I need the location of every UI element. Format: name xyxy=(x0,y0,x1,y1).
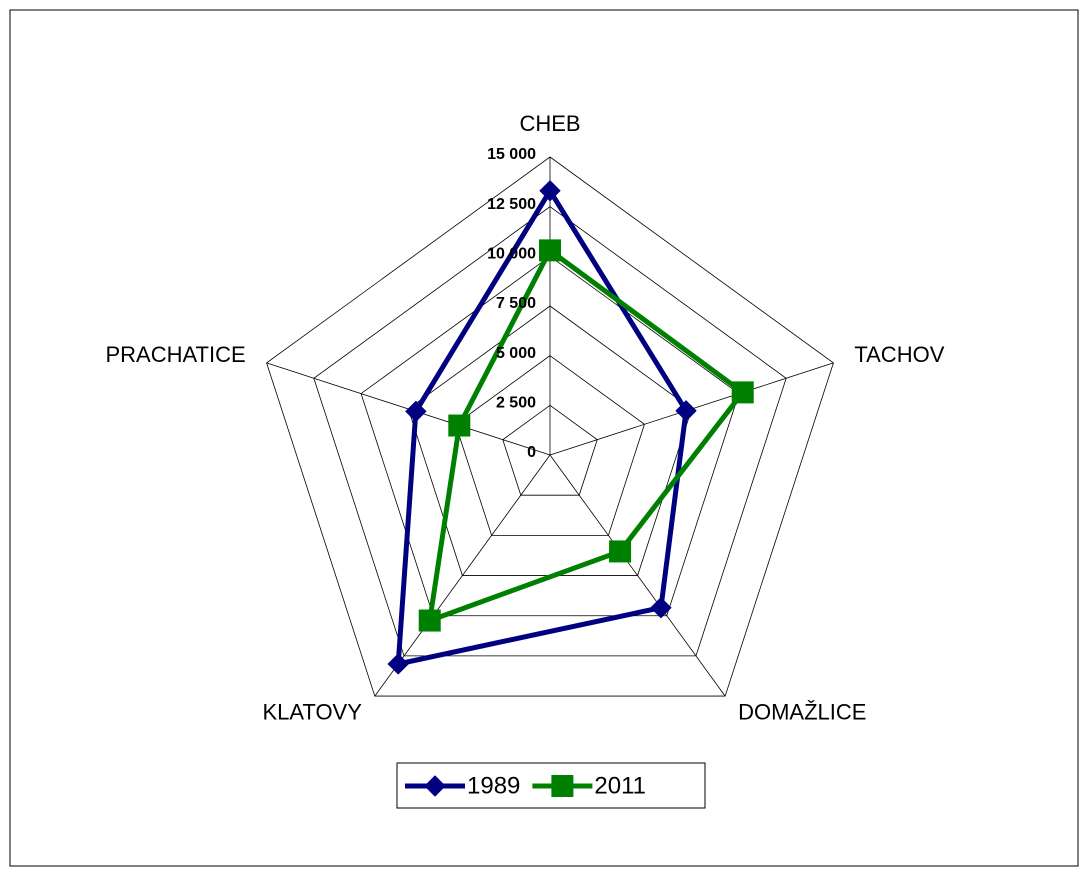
tick-label: 5 000 xyxy=(496,345,536,362)
label-layer: CHEB TACHOV DOMAŽLICE KLATOVY PRACHATICE 0 2 5… xyxy=(105,111,944,725)
data-point xyxy=(387,653,409,675)
category-label: DOMAŽLICE xyxy=(738,700,866,725)
axis-spoke xyxy=(549,454,726,697)
series-line xyxy=(395,185,689,668)
category-label: TACHOV xyxy=(854,342,944,367)
data-point xyxy=(539,239,561,262)
data-point xyxy=(405,400,427,423)
tick-label: 12 500 xyxy=(487,196,536,213)
legend-marker xyxy=(424,775,446,797)
data-point xyxy=(448,414,471,437)
category-label: KLATOVY xyxy=(262,700,362,725)
grid-ring xyxy=(455,355,645,536)
tick-label: 10 000 xyxy=(487,246,536,263)
legend-label: 1989 xyxy=(467,772,520,799)
data-point xyxy=(539,180,561,202)
series-line xyxy=(426,246,747,625)
legend-marker xyxy=(551,775,574,797)
data-point xyxy=(731,381,754,404)
tick-label: 15 000 xyxy=(487,146,536,163)
grid xyxy=(266,156,834,697)
grid-ring xyxy=(502,404,598,496)
category-label: PRACHATICE xyxy=(105,342,245,367)
data-point xyxy=(675,400,697,422)
series-layer xyxy=(387,180,754,675)
grid-ring xyxy=(266,156,834,697)
legend: 1989 2011 xyxy=(405,772,646,799)
tick-label: 0 xyxy=(527,444,536,461)
data-point xyxy=(650,596,672,619)
tick-label: 2 500 xyxy=(496,395,536,412)
axis-spoke xyxy=(374,454,551,697)
grid-ring xyxy=(360,255,740,617)
legend-label: 2011 xyxy=(594,772,646,799)
data-point xyxy=(418,609,441,632)
grid-ring xyxy=(313,206,787,657)
category-label: CHEB xyxy=(519,111,580,136)
tick-label: 7 500 xyxy=(496,295,536,312)
chart-frame xyxy=(9,9,1079,867)
data-point xyxy=(609,540,632,563)
